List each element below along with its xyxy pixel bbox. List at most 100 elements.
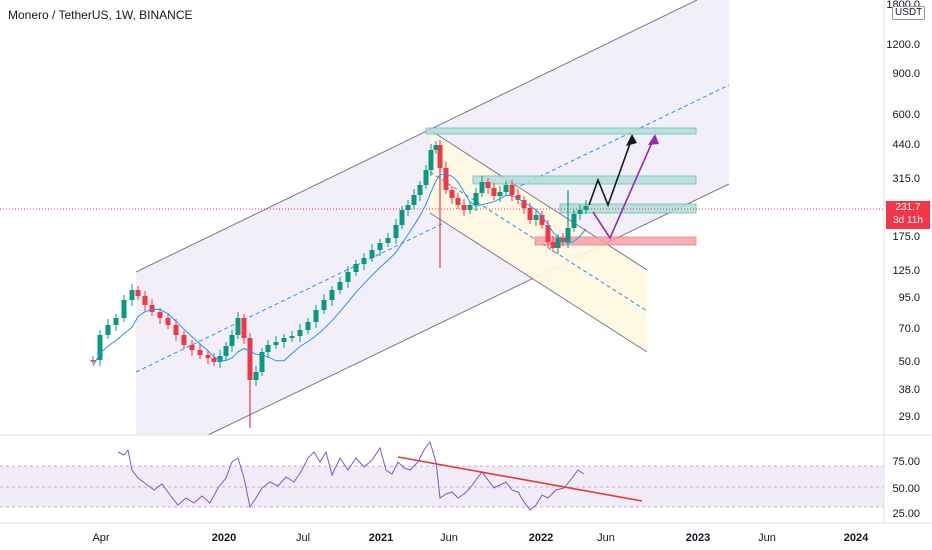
candle-body (393, 225, 399, 238)
price-tick-label: 440.0 (892, 139, 920, 151)
channel-upper-line (135, 0, 698, 273)
candle-body (241, 318, 247, 338)
candle-body (142, 296, 148, 305)
candle-body (229, 335, 235, 346)
candle-body (583, 206, 589, 210)
parallel-channel-fill (136, 0, 729, 435)
candle-body (353, 264, 359, 272)
rsi-divergence-trendline (397, 456, 643, 502)
candles (90, 140, 589, 428)
candle-body (297, 330, 303, 336)
candle-body (411, 195, 417, 205)
candle-body (289, 336, 295, 338)
candle-body (533, 215, 539, 220)
arrowhead-purple (648, 134, 659, 145)
candle-body (449, 190, 455, 198)
time-tick-label: Apr (92, 532, 109, 544)
price-tick-label: 38.0 (899, 384, 920, 396)
candle-body (197, 350, 203, 355)
candle-body (173, 325, 179, 335)
desc-channel-upper (429, 129, 648, 271)
time-tick-label: 2020 (212, 532, 236, 544)
candle-body (135, 290, 141, 296)
bar-countdown: 3d 11h (893, 215, 923, 226)
channel-lower-line (207, 183, 730, 436)
candle-body (313, 310, 319, 322)
candle-body (189, 345, 195, 350)
candle-body (437, 145, 443, 168)
candle-body (479, 182, 485, 193)
candle-body (560, 238, 566, 242)
candle-body (235, 318, 241, 335)
candle-body (455, 198, 461, 205)
candle-body (205, 355, 211, 358)
candle-body (273, 342, 279, 345)
time-tick-label: 2024 (844, 532, 869, 544)
candle-body (515, 195, 521, 200)
rsi-line (117, 440, 585, 511)
price-tick-label: 29.0 (899, 411, 920, 423)
rsi-tick-label: 75.00 (892, 456, 920, 468)
candle-body (491, 188, 497, 196)
candle-body (121, 300, 127, 318)
candle-body (399, 210, 405, 225)
rsi-tick-label: 25.00 (892, 508, 920, 520)
candle-body (550, 242, 556, 248)
price-tick-label: 1200.0 (886, 39, 920, 51)
candle-body (417, 185, 423, 195)
candle-body (485, 182, 491, 188)
candle-body (281, 338, 287, 342)
price-tick-label: 900.0 (892, 68, 920, 80)
projection-path-purple (592, 137, 655, 240)
chart-title: Monero / TetherUS, 1W, BINANCE (8, 8, 193, 22)
time-tick-label: 2022 (529, 532, 553, 544)
time-tick-label: Jun (758, 532, 776, 544)
resistance-zone-300 (472, 175, 697, 185)
rsi-pane[interactable] (0, 440, 884, 511)
price-tick-label: 175.0 (892, 231, 920, 243)
support-zone-170 (534, 236, 697, 246)
candle-body (305, 322, 311, 330)
candle-body (337, 282, 343, 290)
candle-body (90, 360, 96, 362)
candle-body (149, 305, 155, 312)
candle-body (369, 250, 375, 258)
candle-body (509, 185, 515, 195)
currency-badge[interactable]: USDT (892, 6, 926, 20)
candle-body (473, 193, 479, 205)
candle-body (321, 300, 327, 310)
price-tick-label: 50.0 (899, 356, 920, 368)
candle-body (405, 205, 411, 210)
candle-body (181, 335, 187, 345)
candle-body (345, 272, 351, 282)
rsi-tick-label: 50.00 (892, 483, 920, 495)
time-tick-label: 2023 (686, 532, 710, 544)
candle-body (571, 214, 577, 228)
candle-body (157, 312, 163, 318)
projection-path-black (588, 137, 633, 208)
candle-body (253, 372, 259, 380)
candle-body (97, 335, 103, 360)
resistance-zone-520 (425, 127, 697, 135)
price-tick-label: 95.0 (899, 292, 920, 304)
price-pane[interactable] (0, 0, 884, 436)
time-tick-label: Jun (440, 532, 458, 544)
candle-body (539, 215, 545, 225)
candle-body (165, 318, 171, 325)
candle-body (385, 238, 391, 243)
candle-body (467, 205, 473, 210)
candle-body (461, 205, 467, 210)
time-tick-label: Jun (597, 532, 615, 544)
candle-body (247, 338, 253, 380)
candle-body (503, 185, 509, 192)
rsi-band (0, 466, 884, 507)
time-tick-label: 2021 (369, 532, 393, 544)
last-price-value: 231.7 (895, 202, 921, 213)
candle-body (521, 200, 527, 208)
candle-body (217, 356, 223, 362)
price-tick-label: 600.0 (892, 109, 920, 121)
price-tick-label: 1800.0 (886, 0, 920, 11)
candle-body (211, 358, 217, 362)
